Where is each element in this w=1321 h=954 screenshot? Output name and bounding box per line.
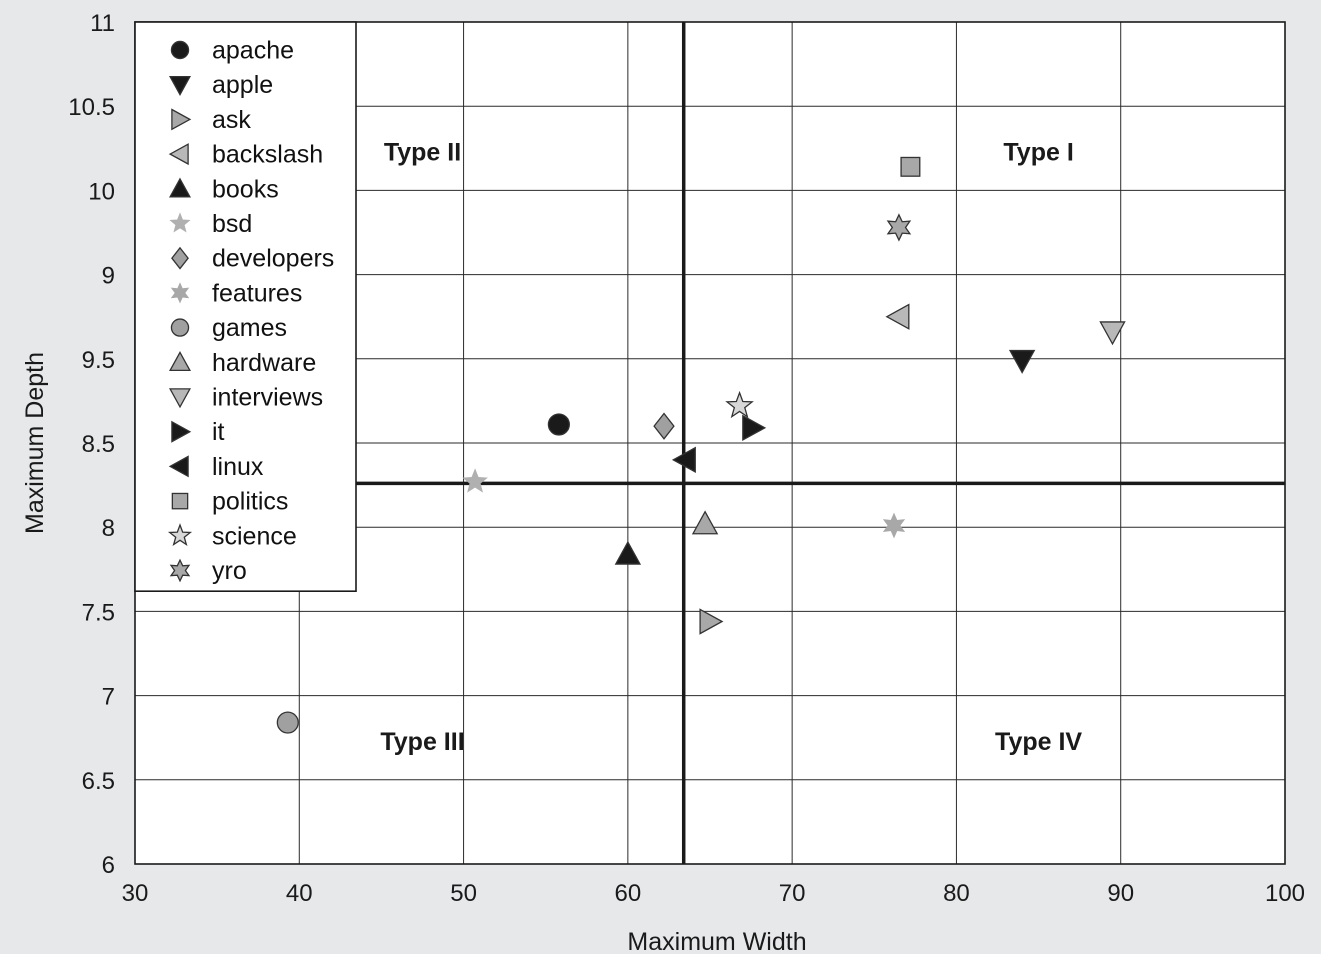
x-axis-ticks: 30 40 50 60 70 80 90 100: [122, 880, 1305, 907]
legend-marker-yro: [169, 558, 191, 583]
legend-label-features: features: [212, 279, 302, 307]
legend-label-backslash: backslash: [212, 141, 323, 169]
legend-label-bsd: bsd: [212, 210, 252, 238]
data-point-interviews: interviews: [1099, 321, 1126, 346]
y-tick-label: 8.5: [82, 431, 115, 458]
y-tick-label: 9.5: [82, 347, 115, 374]
y-axis-title: Maximum Depth: [21, 352, 49, 534]
y-tick-label: 6.5: [82, 768, 115, 795]
legend-label-politics: politics: [212, 488, 288, 516]
data-point-apache: apache: [547, 413, 570, 436]
legend-label-science: science: [212, 522, 297, 550]
y-axis-ticks: 6 6.5 7 7.5 8 8.5 9.5 9 10 10.5 11: [68, 10, 115, 879]
legend-label-apple: apple: [212, 71, 273, 99]
legend-marker-books: [169, 177, 191, 198]
data-point-books: books: [614, 540, 642, 565]
y-tick-label: 10.5: [68, 94, 115, 121]
data-point-backslash: backslash: [885, 303, 910, 330]
legend-marker-politics: [171, 492, 189, 510]
data-point-ask: ask: [699, 608, 724, 635]
data-points: apache apple ask backslash books bsd developer…: [276, 156, 1126, 734]
x-tick-label: 50: [450, 880, 477, 907]
data-point-apple: apple: [1008, 349, 1036, 374]
legend-label-apache: apache: [212, 37, 294, 65]
quadrant-label: Type III: [380, 728, 464, 756]
x-tick-label: 30: [122, 880, 149, 907]
data-point-linux: linux: [671, 446, 696, 474]
data-point-science: science: [725, 390, 754, 419]
data-point-bsd: bsd: [462, 468, 488, 493]
legend-label-hardware: hardware: [212, 349, 316, 377]
legend-marker-apache: [170, 40, 190, 60]
y-tick-label: 7: [102, 684, 115, 711]
data-point-politics: politics: [900, 156, 921, 177]
legend-label-developers: developers: [212, 245, 334, 273]
y-tick-label: 8: [102, 515, 115, 542]
legend-label-books: books: [212, 175, 279, 203]
legend-marker-apple: [169, 75, 191, 96]
y-tick-label: 6: [102, 852, 115, 879]
data-point-yro: yro: [886, 213, 912, 242]
x-tick-label: 90: [1107, 880, 1134, 907]
data-point-features: features: [882, 512, 906, 539]
legend-marker-interviews: [169, 388, 191, 409]
legend-marker-it: [171, 420, 192, 443]
quadrant-label: Type IV: [995, 728, 1082, 756]
legend: apache apple ask backslash books bsd developer…: [134, 21, 357, 593]
data-point-games: games: [276, 711, 299, 734]
y-tick-label: 11: [90, 10, 115, 37]
legend-label-games: games: [212, 314, 287, 342]
legend-marker-linux: [168, 455, 189, 478]
legend-marker-ask: [171, 108, 192, 131]
legend-marker-backslash: [168, 143, 189, 166]
quadrant-label: Type II: [384, 139, 461, 167]
legend-marker-hardware: [169, 351, 191, 372]
x-tick-label: 70: [779, 880, 806, 907]
x-axis-title: Maximum Width: [627, 928, 806, 954]
y-tick-label: 9: [102, 263, 115, 290]
legend-label-yro: yro: [212, 557, 247, 585]
legend-marker-science: [167, 523, 193, 547]
legend-label-linux: linux: [212, 453, 264, 481]
data-point-hardware: hardware: [691, 510, 719, 535]
legend-label-it: it: [212, 418, 225, 446]
legend-marker-features: [170, 282, 190, 304]
y-tick-label: 7.5: [82, 599, 115, 626]
legend-marker-developers: [171, 246, 189, 270]
x-tick-label: 40: [286, 880, 313, 907]
legend-marker-bsd: [169, 212, 191, 233]
quadrant-labels: Type I Type II Type III Type IV: [380, 139, 1082, 756]
data-point-developers: developers: [653, 412, 675, 440]
legend-label-ask: ask: [212, 106, 251, 134]
legend-label-interviews: interviews: [212, 384, 323, 412]
x-tick-label: 100: [1265, 880, 1305, 907]
legend-marker-games: [170, 318, 190, 337]
x-tick-label: 80: [943, 880, 970, 907]
y-tick-label: 10: [88, 178, 115, 205]
data-point-it: it: [742, 414, 767, 442]
x-tick-label: 60: [615, 880, 642, 907]
quadrant-label: Type I: [1003, 139, 1073, 167]
